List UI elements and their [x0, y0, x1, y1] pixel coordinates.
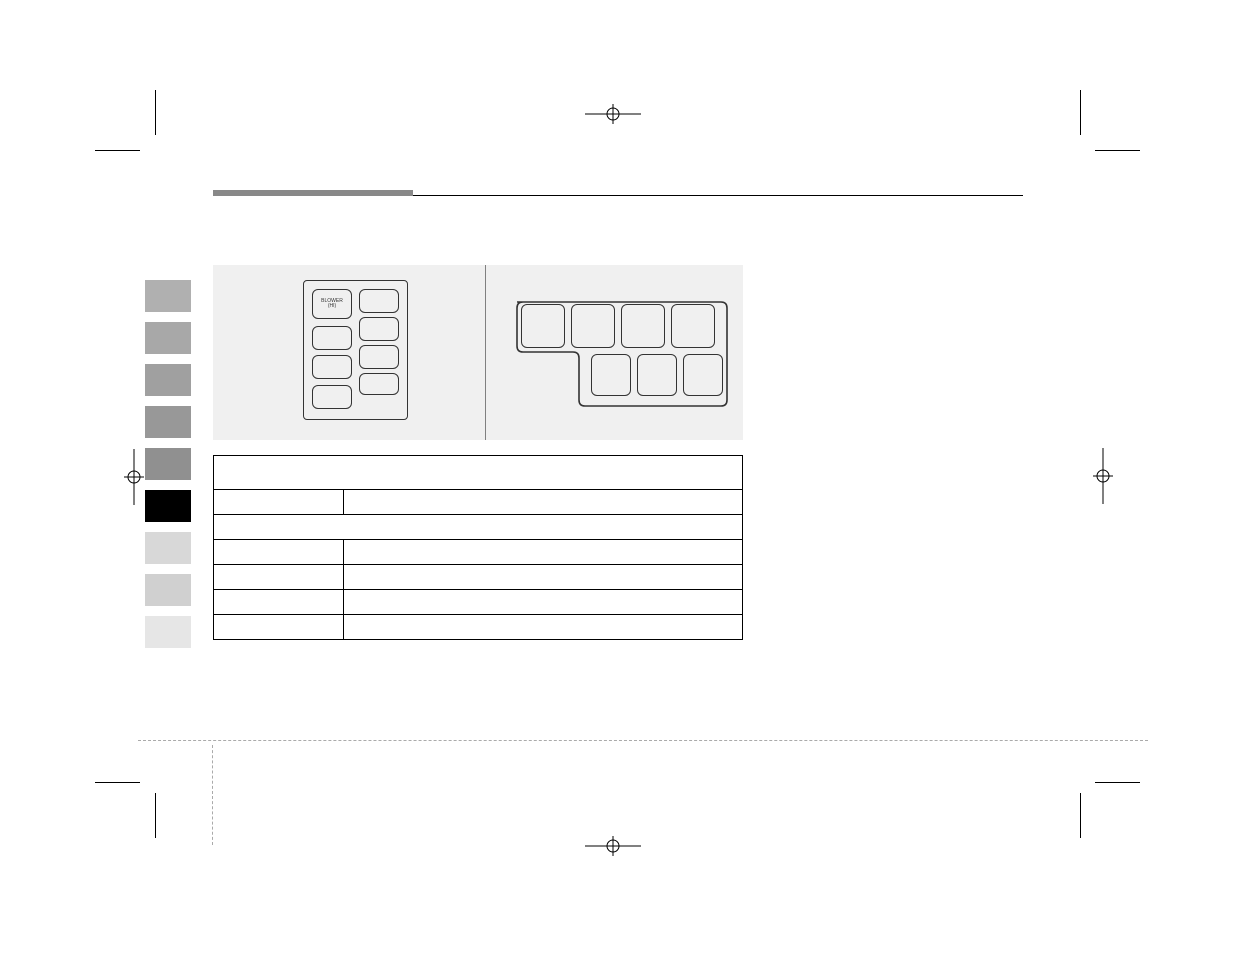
table-cell: [214, 615, 344, 640]
fuse-slot-label: BLOWER (HI): [321, 299, 343, 309]
registration-mark-right: [1089, 448, 1117, 504]
fuse-slot: [312, 385, 352, 409]
table-cell: [344, 590, 743, 615]
header-rule-thin: [413, 195, 1023, 196]
dashed-trim-horizontal: [138, 740, 1148, 741]
header-rule-thick: [213, 190, 413, 196]
color-swatch: [145, 574, 191, 606]
registration-mark-top: [585, 100, 641, 128]
color-swatch: [145, 406, 191, 438]
fuse-slot: BLOWER (HI): [312, 289, 352, 319]
color-swatch: [145, 364, 191, 396]
illustration-divider: [485, 265, 486, 440]
table-cell: [214, 540, 344, 565]
fuse-spec-table: [213, 455, 743, 640]
fuse-box-right-diagram: [513, 300, 723, 410]
registration-mark-bottom: [585, 832, 641, 860]
table-row-full: [214, 515, 743, 540]
fuse-slot: [359, 373, 399, 395]
fuse-illustration-panel: BLOWER (HI): [213, 265, 743, 440]
fuse-slot: [521, 304, 565, 348]
fuse-slot: [312, 326, 352, 350]
dashed-trim-vertical: [212, 745, 213, 845]
fuse-slot: [312, 355, 352, 379]
table-cell: [344, 615, 743, 640]
table-cell: [214, 590, 344, 615]
fuse-slot: [359, 317, 399, 341]
table-cell: [344, 540, 743, 565]
color-swatch: [145, 532, 191, 564]
table-cell: [214, 565, 344, 590]
color-swatch: [145, 322, 191, 354]
fuse-slot: [359, 289, 399, 313]
fuse-slot: [359, 345, 399, 369]
fuse-slot: [571, 304, 615, 348]
fuse-slot: [683, 354, 723, 396]
color-swatch-column: [145, 280, 191, 648]
fuse-slot: [591, 354, 631, 396]
table-cell: [344, 565, 743, 590]
fuse-slot: [621, 304, 665, 348]
color-swatch: [145, 616, 191, 648]
registration-mark-left: [120, 449, 148, 505]
fuse-slot: [671, 304, 715, 348]
table-cell: [214, 490, 344, 515]
table-header-full: [214, 456, 743, 490]
color-swatch: [145, 448, 191, 480]
color-swatch: [145, 280, 191, 312]
table-cell: [344, 490, 743, 515]
fuse-box-left-diagram: BLOWER (HI): [303, 280, 408, 420]
color-swatch: [145, 490, 191, 522]
fuse-slot: [637, 354, 677, 396]
